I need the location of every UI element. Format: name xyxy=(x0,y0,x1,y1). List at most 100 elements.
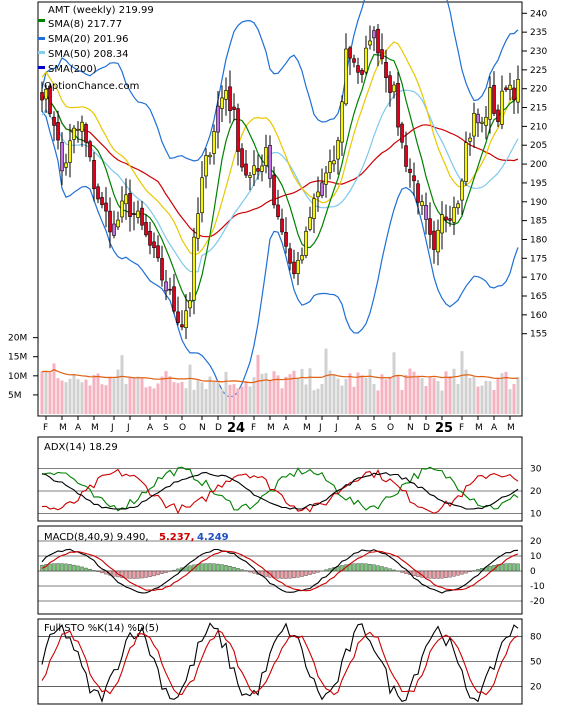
macd-histogram-bar xyxy=(436,570,440,579)
volume-bar xyxy=(92,374,96,414)
macd-histogram-bar xyxy=(156,570,160,576)
volume-bar xyxy=(68,378,72,414)
candle-body xyxy=(348,47,352,59)
volume-bar xyxy=(308,368,312,414)
macd-histogram-bar xyxy=(68,564,72,572)
candle-body xyxy=(176,311,180,324)
candle-body xyxy=(128,193,132,217)
date-tick-label: A xyxy=(75,423,82,433)
candle-body xyxy=(508,84,512,91)
candle-body xyxy=(456,203,460,209)
candle-body xyxy=(112,223,116,236)
volume-bar xyxy=(292,370,296,414)
macd-histogram-bar xyxy=(240,569,244,572)
volume-bar xyxy=(220,388,224,414)
candle-body xyxy=(440,214,444,234)
volume-bar xyxy=(144,387,148,414)
macd-histogram-bar xyxy=(204,563,208,572)
volume-bar xyxy=(264,373,268,414)
date-tick-label: F xyxy=(251,423,256,433)
candle-body xyxy=(332,160,336,165)
macd-histogram-bar xyxy=(460,570,464,575)
candle-body xyxy=(436,229,440,253)
macd-histogram-bar xyxy=(72,564,76,572)
volume-bar xyxy=(456,384,460,414)
macd-histogram-bar xyxy=(88,569,92,572)
candle-body xyxy=(404,145,408,167)
macd-histogram-bar xyxy=(284,570,288,579)
macd-histogram-bar xyxy=(148,570,152,577)
volume-bar xyxy=(312,390,316,414)
macd-histogram-bar xyxy=(412,570,416,576)
candle-body xyxy=(396,83,400,128)
candle-body xyxy=(124,194,128,205)
candle-body xyxy=(140,207,144,226)
candle-body xyxy=(92,159,96,190)
candle-body xyxy=(344,48,348,105)
macd-histogram-bar xyxy=(280,570,284,579)
volume-bar xyxy=(300,368,304,414)
date-tick-label: J xyxy=(334,423,338,433)
price-tick-label: 155 xyxy=(530,330,547,340)
volume-bar xyxy=(108,377,112,414)
candle-body xyxy=(304,230,308,256)
macd-histogram-bar xyxy=(164,570,168,573)
volume-bar xyxy=(284,376,288,414)
candle-body xyxy=(216,105,220,133)
macd-histogram-bar xyxy=(376,565,380,572)
volume-bar xyxy=(60,380,64,414)
price-tick-label: 165 xyxy=(530,292,547,302)
candle-body xyxy=(420,201,424,206)
candle-body xyxy=(488,87,492,120)
date-tick-label: S xyxy=(371,423,377,433)
macd-histogram-bar xyxy=(56,563,60,572)
volume-bar xyxy=(336,378,340,414)
macd-histogram-bar xyxy=(452,570,456,577)
lower-band-line xyxy=(41,110,519,398)
panel-tick-label: 20 xyxy=(530,487,542,497)
volume-bar xyxy=(364,377,368,414)
candle-body xyxy=(132,213,136,215)
candle-body xyxy=(248,175,252,178)
panel-tick-label: -20 xyxy=(530,597,545,607)
macd-histogram-bar xyxy=(120,570,124,578)
price-tick-label: 225 xyxy=(530,66,547,76)
date-tick-label: M xyxy=(303,423,311,433)
candle-body xyxy=(444,216,448,221)
price-tick-label: 185 xyxy=(530,217,547,227)
volume-bar xyxy=(180,381,184,414)
volume-bar xyxy=(52,363,56,414)
candle-body xyxy=(80,121,84,132)
macd-panel-frame xyxy=(37,525,523,615)
candle-body xyxy=(360,69,364,75)
volume-bar xyxy=(252,377,256,414)
candle-body xyxy=(204,155,208,177)
adx-line xyxy=(41,471,519,510)
sma20-line xyxy=(41,89,519,273)
volume-bar xyxy=(200,382,204,414)
macd-histogram-bar xyxy=(48,563,52,572)
macd-histogram-bar xyxy=(372,564,376,572)
candle-body xyxy=(512,87,516,101)
candle-body xyxy=(240,148,244,168)
macd-histogram-bar xyxy=(160,570,164,574)
macd-histogram-bar xyxy=(212,563,216,572)
macd-histogram-bar xyxy=(428,570,432,579)
macd-histogram-bar xyxy=(236,568,240,572)
volume-bar xyxy=(124,383,128,414)
volume-bar xyxy=(204,388,208,414)
volume-bar xyxy=(140,378,144,414)
macd-histogram-bar xyxy=(64,563,68,572)
macd-histogram-bar xyxy=(368,564,372,572)
macd-signal-line xyxy=(41,550,519,592)
candle-body xyxy=(452,207,456,223)
volume-bar xyxy=(412,371,416,414)
moving-averages xyxy=(41,41,519,306)
candle-body xyxy=(52,116,56,126)
volume-bar xyxy=(268,379,272,414)
date-tick-label: D xyxy=(215,423,222,433)
stochastic-panel: 80 50 20 xyxy=(38,622,542,704)
volume-bar xyxy=(156,383,160,414)
candle-body xyxy=(464,142,468,182)
macd-histogram-bar xyxy=(220,564,224,572)
